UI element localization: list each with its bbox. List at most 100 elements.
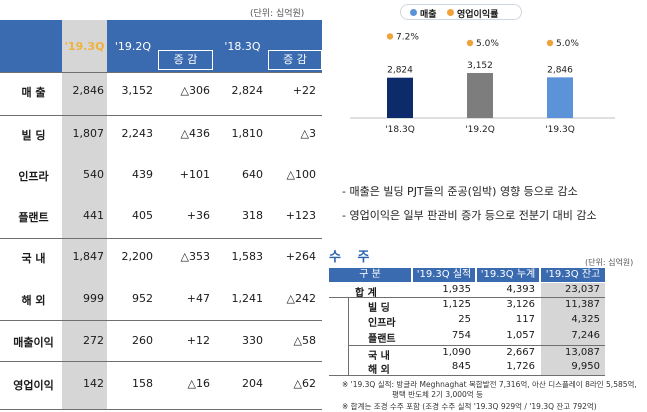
cell-18-3q: 1,583 (231, 250, 264, 263)
row-label: 매출이익 (13, 336, 54, 349)
legend-swatch-sales (410, 9, 417, 16)
cell-change-qoq: △16 (187, 377, 210, 390)
row-label: 해 외 (21, 294, 46, 307)
orders-cell-backlog: 9,950 (571, 361, 600, 372)
cell-19-3q: 1,807 (72, 127, 105, 140)
cell-19-3q: 272 (83, 334, 104, 347)
orders-cell-cumulative: 3,126 (506, 299, 535, 310)
cell-change-qoq: △436 (180, 127, 210, 140)
margin-value-label: 5.0% (476, 39, 499, 49)
row-label: 인프라 (18, 170, 49, 183)
bar-value-label: 2,824 (387, 66, 413, 76)
orders-header-category: 구 분 (329, 268, 411, 282)
orders-cell-backlog: 4,325 (571, 314, 600, 325)
cell-19-2q: 2,243 (121, 127, 154, 140)
row-label: 빌 딩 (21, 129, 46, 142)
cell-19-2q: 439 (132, 168, 153, 181)
legend-label-sales: 매출 (420, 10, 437, 20)
cell-19-3q: 142 (83, 377, 104, 390)
row-label: 플랜트 (18, 211, 49, 224)
orders-cell-cumulative: 4,393 (506, 284, 535, 295)
cell-change-yoy: △62 (293, 377, 316, 390)
orders-cell-backlog: 11,387 (565, 299, 600, 310)
cell-change-yoy: △3 (300, 127, 316, 140)
indent-border (348, 297, 349, 375)
bar-2 (547, 77, 573, 118)
sales-chart: 2,824 '18.3Q 7.2% 3,152 '19.2Q 5.0% 2,846 '19.3… (350, 32, 615, 135)
cell-change-yoy: +123 (285, 209, 316, 222)
cell-19-3q: 540 (83, 168, 104, 181)
cell-18-3q: 1,241 (231, 292, 264, 305)
cell-change-qoq: +12 (186, 334, 210, 347)
orders-cell-results: 1,935 (442, 284, 471, 295)
cell-change-qoq: +47 (186, 292, 210, 305)
orders-row-label: 플랜트 (368, 334, 396, 345)
col-header-change-qoq: 증 감 (158, 50, 213, 70)
cell-19-2q: 405 (132, 209, 153, 222)
x-tick-label: '18.3Q (385, 125, 415, 135)
margin-value-label: 7.2% (396, 32, 419, 42)
orders-header-results: '19.3Q 실적 (413, 268, 475, 282)
orders-cell-cumulative: 1,057 (506, 330, 535, 341)
cell-19-2q: 260 (132, 334, 153, 347)
margin-point (386, 33, 394, 40)
cell-19-3q: 2,846 (72, 84, 105, 97)
orders-cell-results: 25 (458, 314, 471, 325)
cell-change-qoq: +36 (186, 209, 210, 222)
cell-change-yoy: △58 (293, 334, 316, 347)
orders-footnote-total: ※ 합계는 조경 수주 포함 (조경 수주 실적 '19.3Q 929억 / '… (342, 402, 597, 411)
orders-row-label: 합 계 (355, 288, 377, 299)
row-divider (348, 345, 605, 346)
cell-change-qoq: +101 (179, 168, 210, 181)
margin-point (546, 39, 554, 47)
row-label: 영업이익 (13, 379, 54, 392)
cell-change-yoy: +22 (292, 84, 316, 97)
col-header-18-3q: '18.3Q (224, 40, 261, 53)
orders-unit-label: (단위: 십억원) (585, 258, 634, 267)
cell-19-2q: 2,200 (121, 250, 154, 263)
orders-cell-cumulative: 2,667 (506, 347, 535, 358)
legend-label-op-margin: 영업이익률 (457, 10, 499, 20)
bar-value-label: 3,152 (467, 61, 493, 71)
row-divider (0, 115, 322, 116)
cell-18-3q: 640 (242, 168, 263, 181)
orders-header-cumulative: '19.3Q 누계 (477, 268, 539, 282)
orders-cell-backlog: 13,087 (565, 347, 600, 358)
orders-row-label: 국 내 (368, 351, 390, 362)
cell-change-yoy: +264 (285, 250, 316, 263)
cell-change-yoy: △100 (286, 168, 316, 181)
chart-legend: 매출 영업이익률 (400, 4, 522, 20)
row-label: 국 내 (21, 252, 46, 265)
cell-18-3q: 2,824 (231, 84, 264, 97)
bar-value-label: 2,846 (547, 65, 573, 75)
col-header-19-3q: '19.3Q (64, 40, 105, 53)
note-sales: - 매출은 빌딩 PJT들의 준공(임박) 영향 등으로 감소 (342, 185, 578, 198)
orders-header-backlog: '19.3Q 잔고 (541, 268, 605, 282)
cell-19-3q: 999 (83, 292, 104, 305)
x-tick-label: '19.2Q (465, 125, 495, 135)
orders-row-label: 인프라 (368, 318, 396, 329)
orders-cell-cumulative: 1,726 (506, 361, 535, 372)
note-operating-profit: - 영업이익은 일부 판관비 증가 등으로 전분기 대비 감소 (342, 209, 597, 222)
cell-change-qoq: △306 (180, 84, 210, 97)
cell-18-3q: 318 (242, 209, 263, 222)
backlog-highlight (541, 283, 605, 375)
cell-19-2q: 952 (132, 292, 153, 305)
col-header-change-yoy: 증 감 (268, 50, 322, 70)
bar-0 (387, 77, 413, 118)
orders-cell-results: 754 (451, 330, 471, 341)
financial-table: '19.3Q '19.2Q 증 감 '18.3Q 증 감 매 출 2,846 3… (0, 20, 322, 410)
cell-19-3q: 441 (83, 209, 104, 222)
orders-title: 수 주 (329, 250, 376, 265)
x-tick-label: '19.3Q (545, 125, 575, 135)
orders-cell-results: 845 (451, 361, 471, 372)
cell-18-3q: 204 (242, 377, 263, 390)
cell-change-yoy: △242 (286, 292, 316, 305)
row-divider (329, 375, 605, 376)
cell-19-2q: 158 (132, 377, 153, 390)
row-divider (0, 72, 322, 73)
orders-cell-results: 1,090 (442, 347, 471, 358)
orders-cell-backlog: 7,246 (571, 330, 600, 341)
cell-19-2q: 3,152 (121, 84, 154, 97)
current-quarter-highlight (62, 20, 107, 410)
